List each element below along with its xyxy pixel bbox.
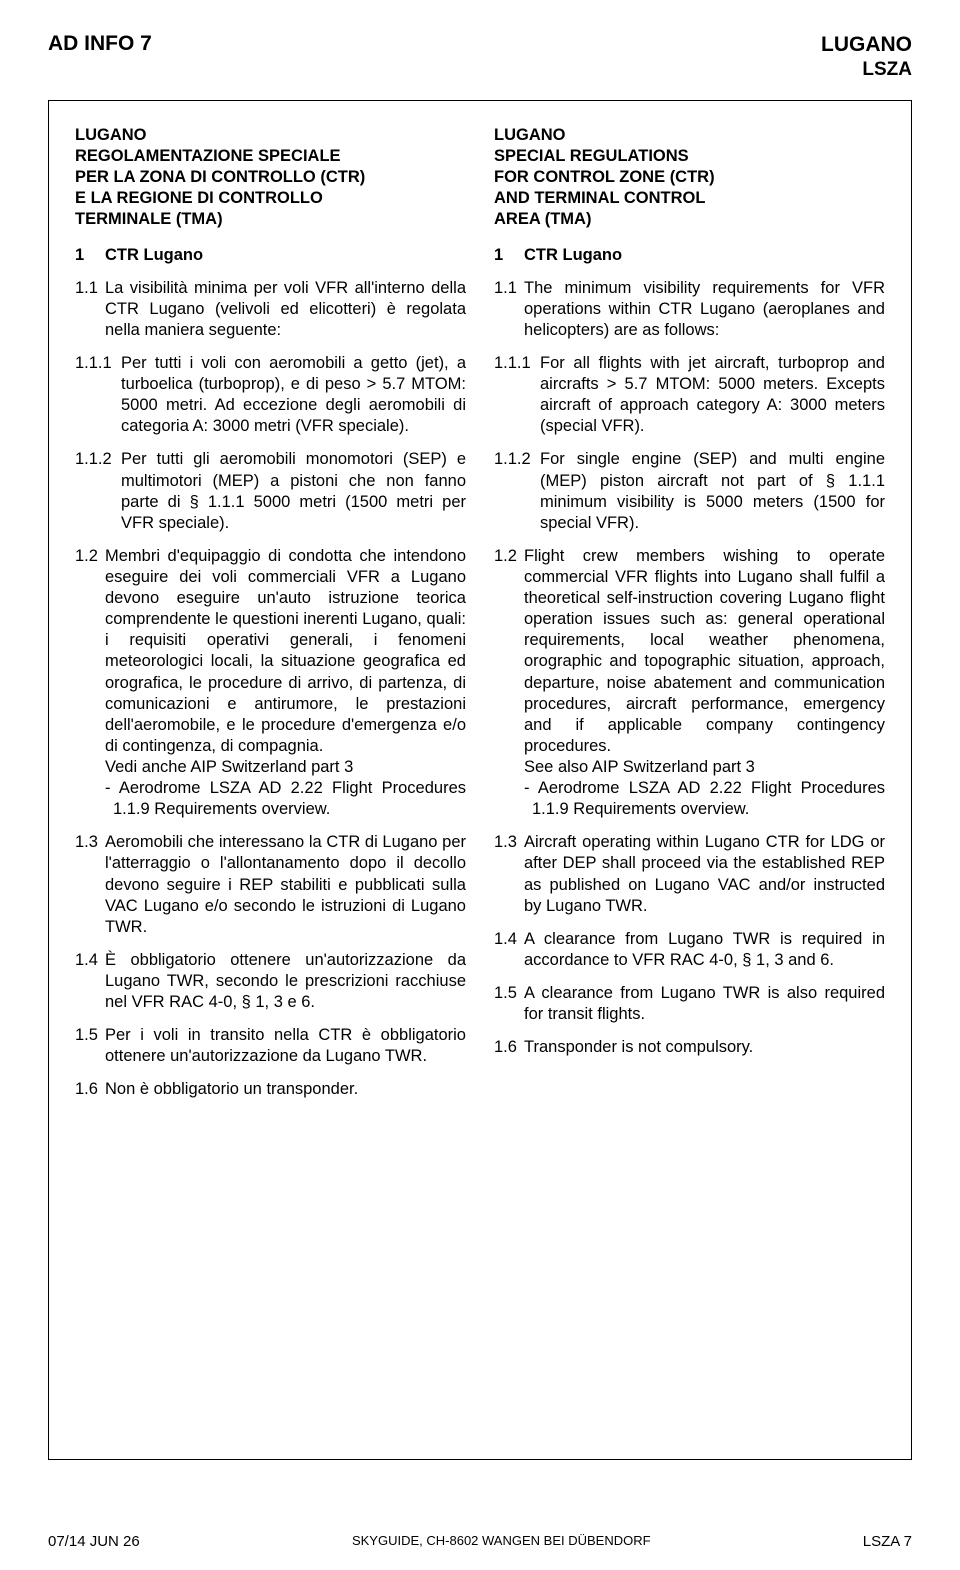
section-text: Membri d'equipaggio di condotta che inte… xyxy=(105,546,466,820)
right-title: LUGANO SPECIAL REGULATIONS FOR CONTROL Z… xyxy=(494,125,885,231)
section-num: 1 xyxy=(75,245,105,266)
section-item: 1.4A clearance from Lugano TWR is requir… xyxy=(494,929,885,971)
title-line: FOR CONTROL ZONE (CTR) xyxy=(494,167,885,188)
title-line: TERMINALE (TMA) xyxy=(75,209,466,230)
title-line: AND TERMINAL CONTROL xyxy=(494,188,885,209)
section-item: 1.3Aircraft operating within Lugano CTR … xyxy=(494,832,885,916)
section-num: 1.2 xyxy=(494,546,524,820)
left-title: LUGANO REGOLAMENTAZIONE SPECIALE PER LA … xyxy=(75,125,466,231)
section-text: Aeromobili che interessano la CTR di Lug… xyxy=(105,832,466,938)
right-column: LUGANO SPECIAL REGULATIONS FOR CONTROL Z… xyxy=(494,125,885,1112)
footer-center: SKYGUIDE, CH-8602 WANGEN BEI DÜBENDORF xyxy=(352,1533,651,1550)
section-text: A clearance from Lugano TWR is also requ… xyxy=(524,983,885,1025)
section-item: 1.6Transponder is not compulsory. xyxy=(494,1037,885,1058)
footer-left: 07/14 JUN 26 xyxy=(48,1533,140,1550)
section-text: For all flights with jet aircraft, turbo… xyxy=(540,353,885,437)
section-num: 1.1 xyxy=(75,278,105,341)
section-text: Per tutti i voli con aeromobili a getto … xyxy=(121,353,466,437)
section-text: For single engine (SEP) and multi engine… xyxy=(540,449,885,533)
section-num: 1.5 xyxy=(494,983,524,1025)
footer-right: LSZA 7 xyxy=(863,1533,912,1550)
section-text: A clearance from Lugano TWR is required … xyxy=(524,929,885,971)
section-num: 1.1.1 xyxy=(75,353,121,437)
section-num: 1.5 xyxy=(75,1025,105,1067)
section-item: 1.5Per i voli in transito nella CTR è ob… xyxy=(75,1025,466,1067)
section-item: 1.2Membri d'equipaggio di condotta che i… xyxy=(75,546,466,820)
section-item: 1CTR Lugano xyxy=(75,245,466,266)
title-line: SPECIAL REGULATIONS xyxy=(494,146,885,167)
section-item: 1.1La visibilità minima per voli VFR all… xyxy=(75,278,466,341)
section-num: 1.1.2 xyxy=(494,449,540,533)
section-item: 1.5A clearance from Lugano TWR is also r… xyxy=(494,983,885,1025)
section-item: 1.1The minimum visibility requirements f… xyxy=(494,278,885,341)
section-num: 1 xyxy=(494,245,524,266)
section-item: 1.1.1Per tutti i voli con aeromobili a g… xyxy=(75,353,466,437)
section-text: La visibilità minima per voli VFR all'in… xyxy=(105,278,466,341)
section-num: 1.4 xyxy=(494,929,524,971)
page-header: AD INFO 7 LUGANO LSZA xyxy=(48,32,912,82)
title-line: LUGANO xyxy=(75,125,466,146)
title-line: REGOLAMENTAZIONE SPECIALE xyxy=(75,146,466,167)
section-text: The minimum visibility requirements for … xyxy=(524,278,885,341)
section-item: 1.1.1For all flights with jet aircraft, … xyxy=(494,353,885,437)
right-sections: 1CTR Lugano1.1The minimum visibility req… xyxy=(494,245,885,1059)
left-sections: 1CTR Lugano1.1La visibilità minima per v… xyxy=(75,245,466,1101)
section-num: 1.4 xyxy=(75,950,105,1013)
left-column: LUGANO REGOLAMENTAZIONE SPECIALE PER LA … xyxy=(75,125,466,1112)
title-line: E LA REGIONE DI CONTROLLO xyxy=(75,188,466,209)
section-text: Per tutti gli aeromobili monomotori (SEP… xyxy=(121,449,466,533)
content-box: LUGANO REGOLAMENTAZIONE SPECIALE PER LA … xyxy=(48,100,912,1460)
page-footer: 07/14 JUN 26 SKYGUIDE, CH-8602 WANGEN BE… xyxy=(48,1533,912,1550)
section-text: CTR Lugano xyxy=(524,245,622,266)
section-text: Transponder is not compulsory. xyxy=(524,1037,753,1058)
title-line: PER LA ZONA DI CONTROLLO (CTR) xyxy=(75,167,466,188)
section-num: 1.2 xyxy=(75,546,105,820)
section-item: 1CTR Lugano xyxy=(494,245,885,266)
two-col: LUGANO REGOLAMENTAZIONE SPECIALE PER LA … xyxy=(75,125,885,1112)
title-line: LUGANO xyxy=(494,125,885,146)
section-item: 1.4È obbligatorio ottenere un'autorizzaz… xyxy=(75,950,466,1013)
section-item: 1.3Aeromobili che interessano la CTR di … xyxy=(75,832,466,938)
section-text: Flight crew members wishing to operate c… xyxy=(524,546,885,820)
section-num: 1.3 xyxy=(75,832,105,938)
header-right-sub: LSZA xyxy=(821,58,912,82)
section-text: Non è obbligatorio un transponder. xyxy=(105,1079,358,1100)
title-line: AREA (TMA) xyxy=(494,209,885,230)
section-text: Aircraft operating within Lugano CTR for… xyxy=(524,832,885,916)
header-right-top: LUGANO xyxy=(821,32,912,58)
section-num: 1.1.2 xyxy=(75,449,121,533)
page: AD INFO 7 LUGANO LSZA LUGANO REGOLAMENTA… xyxy=(0,0,960,1570)
section-num: 1.1.1 xyxy=(494,353,540,437)
section-item: 1.1.2Per tutti gli aeromobili monomotori… xyxy=(75,449,466,533)
section-text: È obbligatorio ottenere un'autorizzazion… xyxy=(105,950,466,1013)
section-num: 1.3 xyxy=(494,832,524,916)
section-text: CTR Lugano xyxy=(105,245,203,266)
section-item: 1.6Non è obbligatorio un transponder. xyxy=(75,1079,466,1100)
header-left: AD INFO 7 xyxy=(48,32,152,56)
section-item: 1.2Flight crew members wishing to operat… xyxy=(494,546,885,820)
section-item: 1.1.2For single engine (SEP) and multi e… xyxy=(494,449,885,533)
header-right: LUGANO LSZA xyxy=(821,32,912,82)
section-num: 1.6 xyxy=(494,1037,524,1058)
section-text: Per i voli in transito nella CTR è obbli… xyxy=(105,1025,466,1067)
section-num: 1.6 xyxy=(75,1079,105,1100)
section-num: 1.1 xyxy=(494,278,524,341)
